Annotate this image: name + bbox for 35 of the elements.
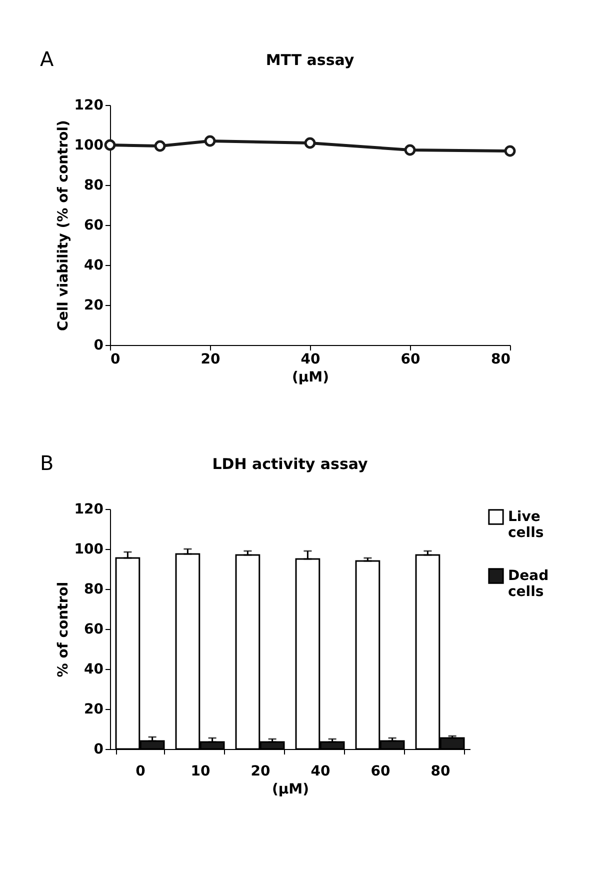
y-tick-label: 0 — [94, 742, 104, 758]
y-tick-label: 40 — [84, 258, 104, 274]
text: B — [40, 451, 54, 475]
x-tick-label: 60 — [400, 352, 420, 368]
x-tick-label: 80 — [491, 352, 511, 368]
x-axis-title: (μM) — [272, 782, 310, 798]
x-tick-label: 40 — [310, 764, 330, 780]
y-tick-label: 20 — [84, 298, 104, 314]
x-tick-label: 20 — [200, 352, 220, 368]
y-axis-title: % of control — [55, 582, 72, 678]
x-tick-label: 0 — [136, 764, 146, 780]
y-tick-label: 80 — [84, 582, 104, 598]
y-tick-label: 120 — [74, 502, 104, 518]
x-tick-label: 80 — [430, 764, 450, 780]
y-tick-label: 120 — [74, 98, 104, 114]
x-tick-label: 20 — [250, 764, 270, 780]
x-axis-title: (μM) — [292, 370, 330, 386]
y-tick-label: 100 — [74, 542, 104, 558]
y-tick-label: 80 — [84, 178, 104, 194]
x-tick-label: 60 — [370, 764, 390, 780]
chart-title: LDH activity assay — [212, 455, 368, 473]
legend-label: Dead cells — [508, 568, 549, 600]
x-tick-label: 40 — [300, 352, 320, 368]
text: A — [40, 47, 54, 71]
y-tick-label: 0 — [94, 338, 104, 354]
chart-title: MTT assay — [266, 51, 354, 69]
y-tick-label: 40 — [84, 662, 104, 678]
y-tick-label: 60 — [84, 622, 104, 638]
y-tick-label: 20 — [84, 702, 104, 718]
y-tick-label: 100 — [74, 138, 104, 154]
x-tick-label: 10 — [190, 764, 210, 780]
y-axis-title: Cell viability (% of control) — [55, 120, 72, 331]
legend-label: Live cells — [508, 509, 544, 541]
y-tick-label: 60 — [84, 218, 104, 234]
x-tick-label: 0 — [110, 352, 120, 368]
